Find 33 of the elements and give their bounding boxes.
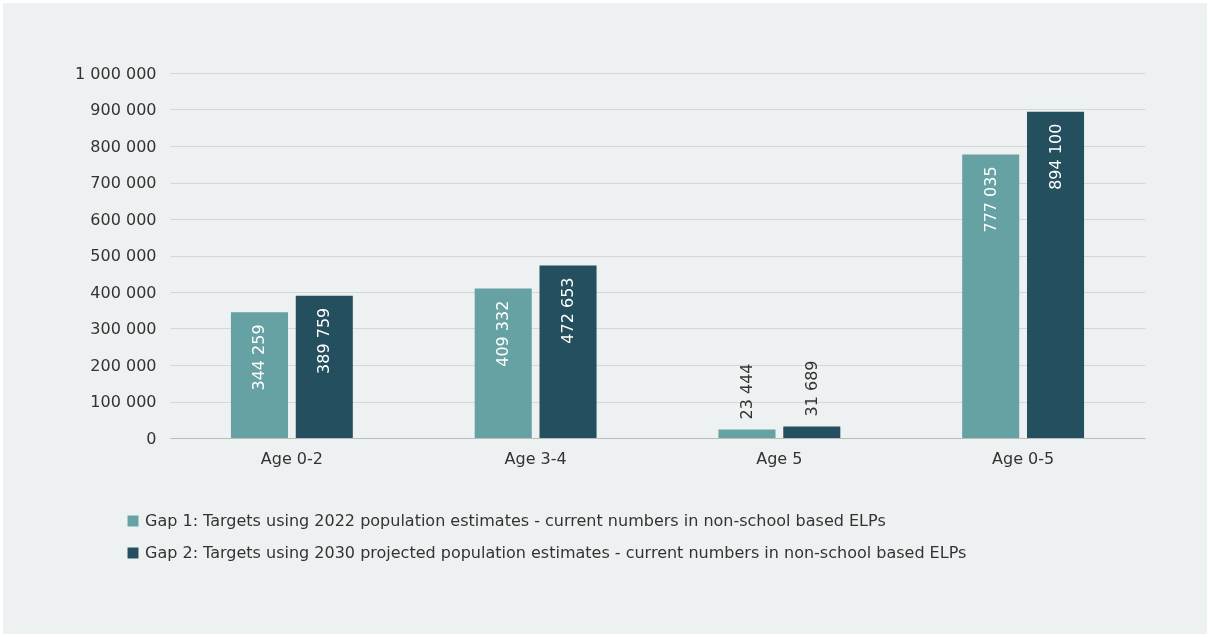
y-tick-label: 0: [146, 428, 157, 448]
y-tick-label: 900 000: [90, 100, 157, 119]
bar: [718, 429, 776, 438]
x-tick-label: Age 0-5: [992, 448, 1055, 468]
data-label: 31 689: [801, 360, 821, 417]
y-tick-label: 600 000: [90, 209, 157, 229]
y-tick-label: 100 000: [90, 392, 157, 411]
x-tick-label: Age 5: [756, 448, 803, 468]
y-tick-label: 300 000: [90, 319, 157, 338]
x-tick-label: Age 3-4: [504, 448, 567, 468]
bar: [539, 265, 597, 438]
bar: [295, 295, 353, 438]
y-tick-label: 400 000: [90, 282, 157, 302]
bar: [962, 154, 1020, 438]
x-tick-label: Age 0-2: [260, 448, 323, 468]
bar: [1027, 111, 1085, 438]
data-label: 23 444: [736, 363, 756, 420]
bar: [230, 312, 288, 438]
y-tick-label: 500 000: [90, 246, 157, 265]
legend-label: Gap 1: Targets using 2022 population estimates - current numbers in non-school based ELPs: [145, 511, 886, 530]
legend-label: Gap 2: Targets using 2030 projected population estimates - current numbers in non-school based ELPs: [145, 543, 967, 562]
y-tick-label: 800 000: [90, 136, 157, 156]
bar: [474, 288, 532, 438]
y-tick-label: 700 000: [90, 173, 157, 192]
data-label: 344 259: [249, 324, 269, 391]
bar: [783, 426, 841, 438]
y-tick-label: 200 000: [90, 355, 157, 375]
data-label: 389 759: [314, 307, 334, 374]
y-tick-label: 1 000 000: [75, 63, 157, 83]
data-label: 409 332: [493, 300, 513, 367]
data-label: 894 100: [1045, 123, 1065, 190]
data-label: 472 653: [558, 277, 578, 344]
data-label: 777 035: [980, 166, 1000, 233]
